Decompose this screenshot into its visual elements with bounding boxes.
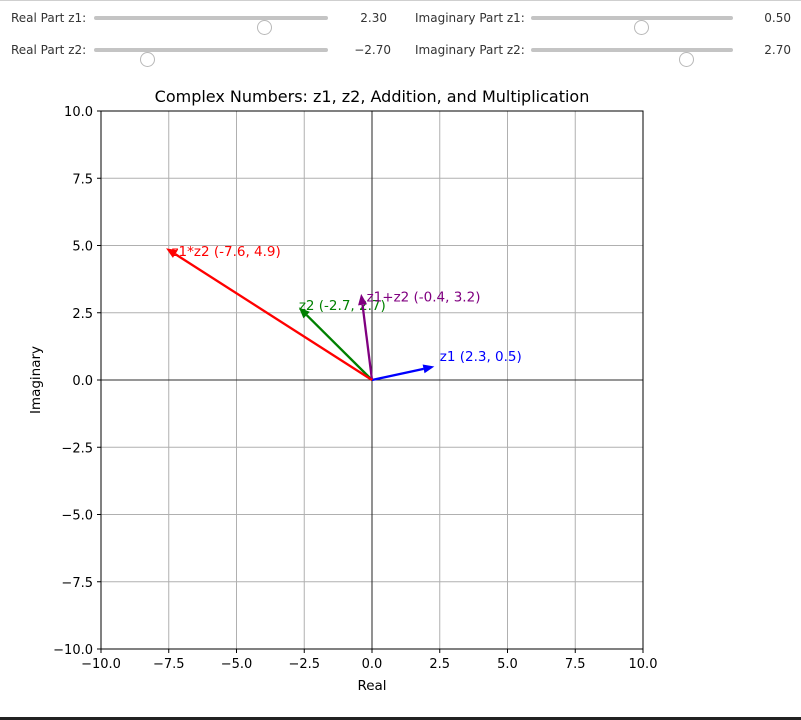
x-tick-label-2: −5.0 (221, 657, 253, 672)
slider-real-z1-label: Real Part z1: (11, 11, 87, 25)
vector-label-2: z1+z2 (-0.4, 3.2) (367, 290, 481, 306)
y-tick-label-0: −10.0 (53, 643, 93, 658)
y-axis-label: Imaginary (28, 346, 44, 414)
slider-real-z1-value: 2.30 (360, 11, 387, 25)
x-tick-label-4: 0.0 (362, 657, 383, 672)
slider-real-z1-thumb[interactable] (256, 20, 272, 35)
y-tick-label-6: 5.0 (72, 240, 93, 255)
slider-real-z2-label: Real Part z2: (11, 43, 87, 57)
vector-shaft-1 (305, 314, 373, 381)
top-border (0, 0, 801, 1)
slider-row-2: Real Part z2: −2.70 Imaginary Part z2: 2… (0, 38, 801, 67)
slider-real-z2-value: −2.70 (354, 43, 391, 57)
vector-label-3: z1*z2 (-7.6, 4.9) (171, 244, 280, 260)
complex-plane-chart: −10.0 −7.5 −5.0 −2.5 0.0 2.5 5.0 7.5 10.0 −10.0 −7… (28, 87, 658, 694)
x-tick-label-0: −10.0 (81, 657, 121, 672)
vector-shaft-0 (371, 367, 424, 382)
vector-arrowhead-0 (422, 364, 435, 374)
chart-title: Complex Numbers: z1, z2, Addition, and M… (155, 87, 590, 106)
x-tick-label-8: 10.0 (629, 657, 658, 672)
slider-imag-z1-value: 0.50 (764, 11, 791, 25)
y-tick-label-4: 0.0 (72, 374, 93, 389)
vector-label-0: z1 (2.3, 0.5) (440, 349, 522, 365)
slider-imag-z1-thumb[interactable] (634, 20, 650, 35)
slider-real-z1-track[interactable] (94, 16, 328, 35)
slider-imag-z1-label: Imaginary Part z1: (415, 11, 525, 25)
slider-imag-z1-track[interactable] (531, 16, 733, 35)
vector-arrowhead-2 (358, 293, 367, 306)
slider-imag-z2-value: 2.70 (764, 43, 791, 57)
x-axis-label: Real (357, 678, 386, 694)
x-tick-label-5: 2.5 (429, 657, 450, 672)
slider-row-1: Real Part z1: 2.30 Imaginary Part z1: 0.… (0, 6, 801, 35)
y-tick-label-2: −5.0 (61, 509, 93, 524)
y-tick-label-5: 2.5 (72, 307, 93, 322)
vector-arrowhead-1 (298, 307, 310, 319)
plot-frame (100, 110, 644, 650)
slider-real-z2-thumb[interactable] (139, 52, 155, 67)
bottom-bar (0, 717, 801, 720)
vector-shaft-3 (174, 253, 373, 381)
y-tick-label-1: −7.5 (61, 576, 93, 591)
x-tick-label-7: 7.5 (565, 657, 586, 672)
x-tick-label-6: 5.0 (497, 657, 518, 672)
y-tick-label-7: 7.5 (72, 172, 93, 187)
x-tick-label-3: −2.5 (288, 657, 320, 672)
slider-imag-z2-track[interactable] (531, 48, 733, 67)
y-tick-label-8: 10.0 (64, 105, 93, 120)
slider-real-z2-track[interactable] (94, 48, 328, 67)
y-tick-label-3: −2.5 (61, 441, 93, 456)
slider-imag-z2-thumb[interactable] (678, 52, 694, 67)
x-tick-label-1: −7.5 (153, 657, 185, 672)
vector-arrowhead-3 (166, 248, 178, 258)
slider-imag-z2-label: Imaginary Part z2: (415, 43, 525, 57)
vector-shaft-2 (361, 304, 374, 381)
